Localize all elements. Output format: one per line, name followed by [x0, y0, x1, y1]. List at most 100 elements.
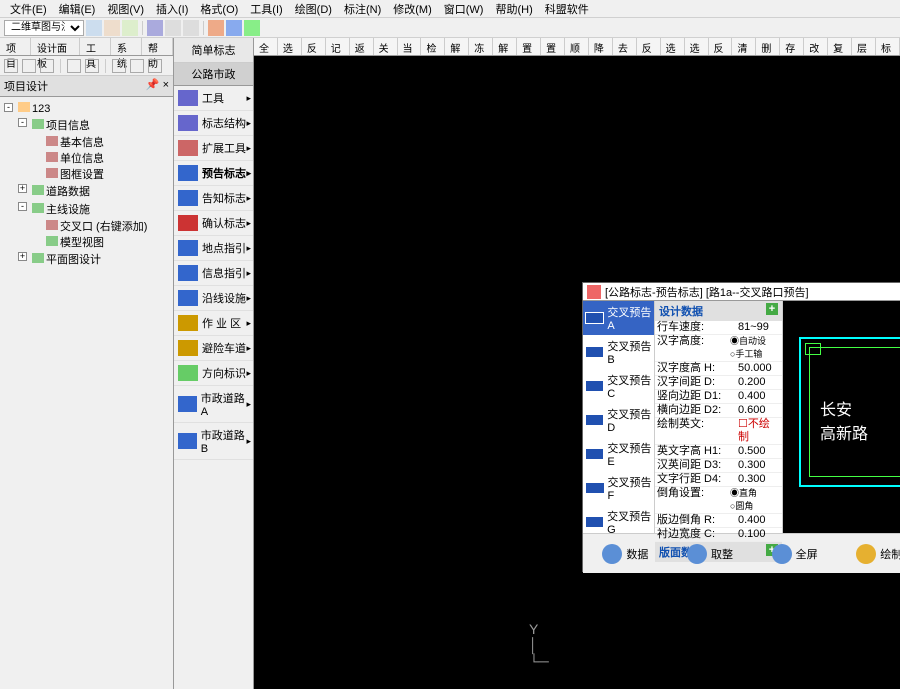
viewtab-18[interactable]: 选层	[685, 38, 709, 55]
palette-item-11[interactable]: 方向标识▸	[174, 361, 253, 386]
prop-row-9[interactable]: 文字行距 D4:0.300	[655, 473, 782, 487]
dlgbtn-数据[interactable]: 数据	[602, 544, 648, 564]
signtype-4[interactable]: 交叉预告E	[583, 437, 654, 471]
tree-unit[interactable]: 单位信息	[18, 150, 169, 166]
palette-item-4[interactable]: 告知标志▸	[174, 186, 253, 211]
tool-icon-2[interactable]	[104, 20, 120, 36]
dlgbtn-全屏[interactable]: 全屏	[772, 544, 818, 564]
signtype-2[interactable]: 交叉预告C	[583, 369, 654, 403]
ptb-7[interactable]	[130, 59, 144, 73]
tree-road[interactable]: +道路数据	[18, 182, 169, 200]
viewtab-10[interactable]: 解锁	[493, 38, 517, 55]
prop-row-12[interactable]: 衬边宽度 C:0.100	[655, 528, 782, 542]
viewtab-14[interactable]: 降幕	[589, 38, 613, 55]
prop-row-3[interactable]: 汉字间距 D:0.200	[655, 376, 782, 390]
ptb-1[interactable]	[4, 59, 18, 73]
signtype-5[interactable]: 交叉预告F	[583, 471, 654, 505]
palette-item-1[interactable]: 标志结构▸	[174, 111, 253, 136]
prop-row-8[interactable]: 汉英间距 D3:0.300	[655, 459, 782, 473]
viewtab-20[interactable]: 清层	[732, 38, 756, 55]
viewtab-13[interactable]: 顺序	[565, 38, 589, 55]
ptb-3[interactable]	[40, 59, 54, 73]
palette-item-9[interactable]: 作 业 区▸	[174, 311, 253, 336]
ptb-8[interactable]	[148, 59, 162, 73]
palette-item-6[interactable]: 地点指引▸	[174, 236, 253, 261]
palette-item-3[interactable]: 预告标志▸	[174, 161, 253, 186]
menu-view[interactable]: 视图(V)	[101, 1, 150, 17]
ptb-5[interactable]	[85, 59, 99, 73]
viewtab-1[interactable]: 选显	[278, 38, 302, 55]
tab-project[interactable]: 项目	[0, 38, 31, 55]
viewtab-21[interactable]: 删层	[756, 38, 780, 55]
dlgbtn-绘制[interactable]: 绘制	[856, 544, 900, 564]
menu-brand[interactable]: 科盟软件	[539, 1, 595, 17]
viewtab-22[interactable]: 存层	[780, 38, 804, 55]
viewtab-25[interactable]: 层树	[852, 38, 876, 55]
prop-row-6[interactable]: 绘制英文:☐不绘制	[655, 418, 782, 445]
menu-edit[interactable]: 编辑(E)	[53, 1, 102, 17]
tab-system[interactable]: 系统	[111, 38, 142, 55]
prop-row-0[interactable]: 行车速度:81~99	[655, 321, 782, 335]
tree-main[interactable]: -主线设施	[18, 200, 169, 218]
brush-icon[interactable]	[226, 20, 242, 36]
palette-item-10[interactable]: 避险车道▸	[174, 336, 253, 361]
palette-item-12[interactable]: 市政道路A▸	[174, 386, 253, 423]
palette-item-0[interactable]: 工具▸	[174, 86, 253, 111]
save-icon[interactable]	[147, 20, 163, 36]
ptb-2[interactable]	[22, 59, 36, 73]
palette-item-7[interactable]: 信息指引▸	[174, 261, 253, 286]
prop-row-4[interactable]: 竖向边距 D1:0.400	[655, 390, 782, 404]
help-icon[interactable]	[244, 20, 260, 36]
redo-icon[interactable]	[183, 20, 199, 36]
tab-design[interactable]: 设计面板	[31, 38, 80, 55]
undo-icon[interactable]	[165, 20, 181, 36]
dialog-titlebar[interactable]: [公路标志-预告标志] [路1a--交叉路口预告] ×	[583, 283, 900, 301]
prop-row-7[interactable]: 英文字高 H1:0.500	[655, 445, 782, 459]
menu-help[interactable]: 帮助(H)	[489, 1, 538, 17]
tree-plan[interactable]: +平面图设计	[18, 250, 169, 268]
palette-tab[interactable]: 公路市政	[174, 63, 253, 86]
viewtab-3[interactable]: 记层	[326, 38, 350, 55]
menu-dim[interactable]: 标注(N)	[338, 1, 387, 17]
ptb-4[interactable]	[67, 59, 81, 73]
viewtab-0[interactable]: 全显	[254, 38, 278, 55]
menu-window[interactable]: 窗口(W)	[438, 1, 490, 17]
palette-item-2[interactable]: 扩展工具▸	[174, 136, 253, 161]
viewtab-23[interactable]: 改层	[804, 38, 828, 55]
workspace-select[interactable]: 二维草图与注释	[4, 20, 84, 36]
viewtab-26[interactable]: 标层	[876, 38, 900, 55]
tab-help[interactable]: 帮助	[142, 38, 173, 55]
signtype-0[interactable]: 交叉预告A	[583, 301, 654, 335]
tree-frame[interactable]: 图框设置	[18, 166, 169, 182]
viewtab-4[interactable]: 返层	[350, 38, 374, 55]
viewtab-7[interactable]: 检核	[421, 38, 445, 55]
viewtab-15[interactable]: 去除	[613, 38, 637, 55]
menu-draw[interactable]: 绘图(D)	[289, 1, 338, 17]
viewtab-24[interactable]: 复层	[828, 38, 852, 55]
tree-basic[interactable]: 基本信息	[18, 134, 169, 150]
menu-format[interactable]: 格式(O)	[194, 1, 244, 17]
dlgbtn-取整[interactable]: 取整	[687, 544, 733, 564]
palette-item-13[interactable]: 市政道路B▸	[174, 423, 253, 460]
menu-insert[interactable]: 插入(I)	[150, 1, 194, 17]
tool-icon-1[interactable]	[86, 20, 102, 36]
panel-pin-icon[interactable]: 📌 ×	[146, 78, 169, 94]
palette-item-5[interactable]: 确认标志▸	[174, 211, 253, 236]
signtype-6[interactable]: 交叉预告G	[583, 505, 654, 533]
viewtab-17[interactable]: 选类	[661, 38, 685, 55]
tool-icon-3[interactable]	[122, 20, 138, 36]
tree-model[interactable]: 模型视图	[18, 234, 169, 250]
prop-row-1[interactable]: 汉字高度:◉自动设○手工输	[655, 335, 782, 362]
viewtab-8[interactable]: 解冻	[445, 38, 469, 55]
prop-row-10[interactable]: 倒角设置:◉直角○圆角	[655, 487, 782, 514]
prop-row-2[interactable]: 汉字度高 H:50.000	[655, 362, 782, 376]
pencil-icon[interactable]	[208, 20, 224, 36]
section-design[interactable]: 设计数据+	[655, 301, 782, 321]
menu-file[interactable]: 文件(E)	[4, 1, 53, 17]
prop-row-11[interactable]: 版边倒角 R:0.400	[655, 514, 782, 528]
signtype-3[interactable]: 交叉预告D	[583, 403, 654, 437]
viewtab-6[interactable]: 当前	[398, 38, 422, 55]
viewtab-11[interactable]: 置顶	[517, 38, 541, 55]
tab-tools[interactable]: 工具	[80, 38, 111, 55]
viewtab-5[interactable]: 关闭	[374, 38, 398, 55]
